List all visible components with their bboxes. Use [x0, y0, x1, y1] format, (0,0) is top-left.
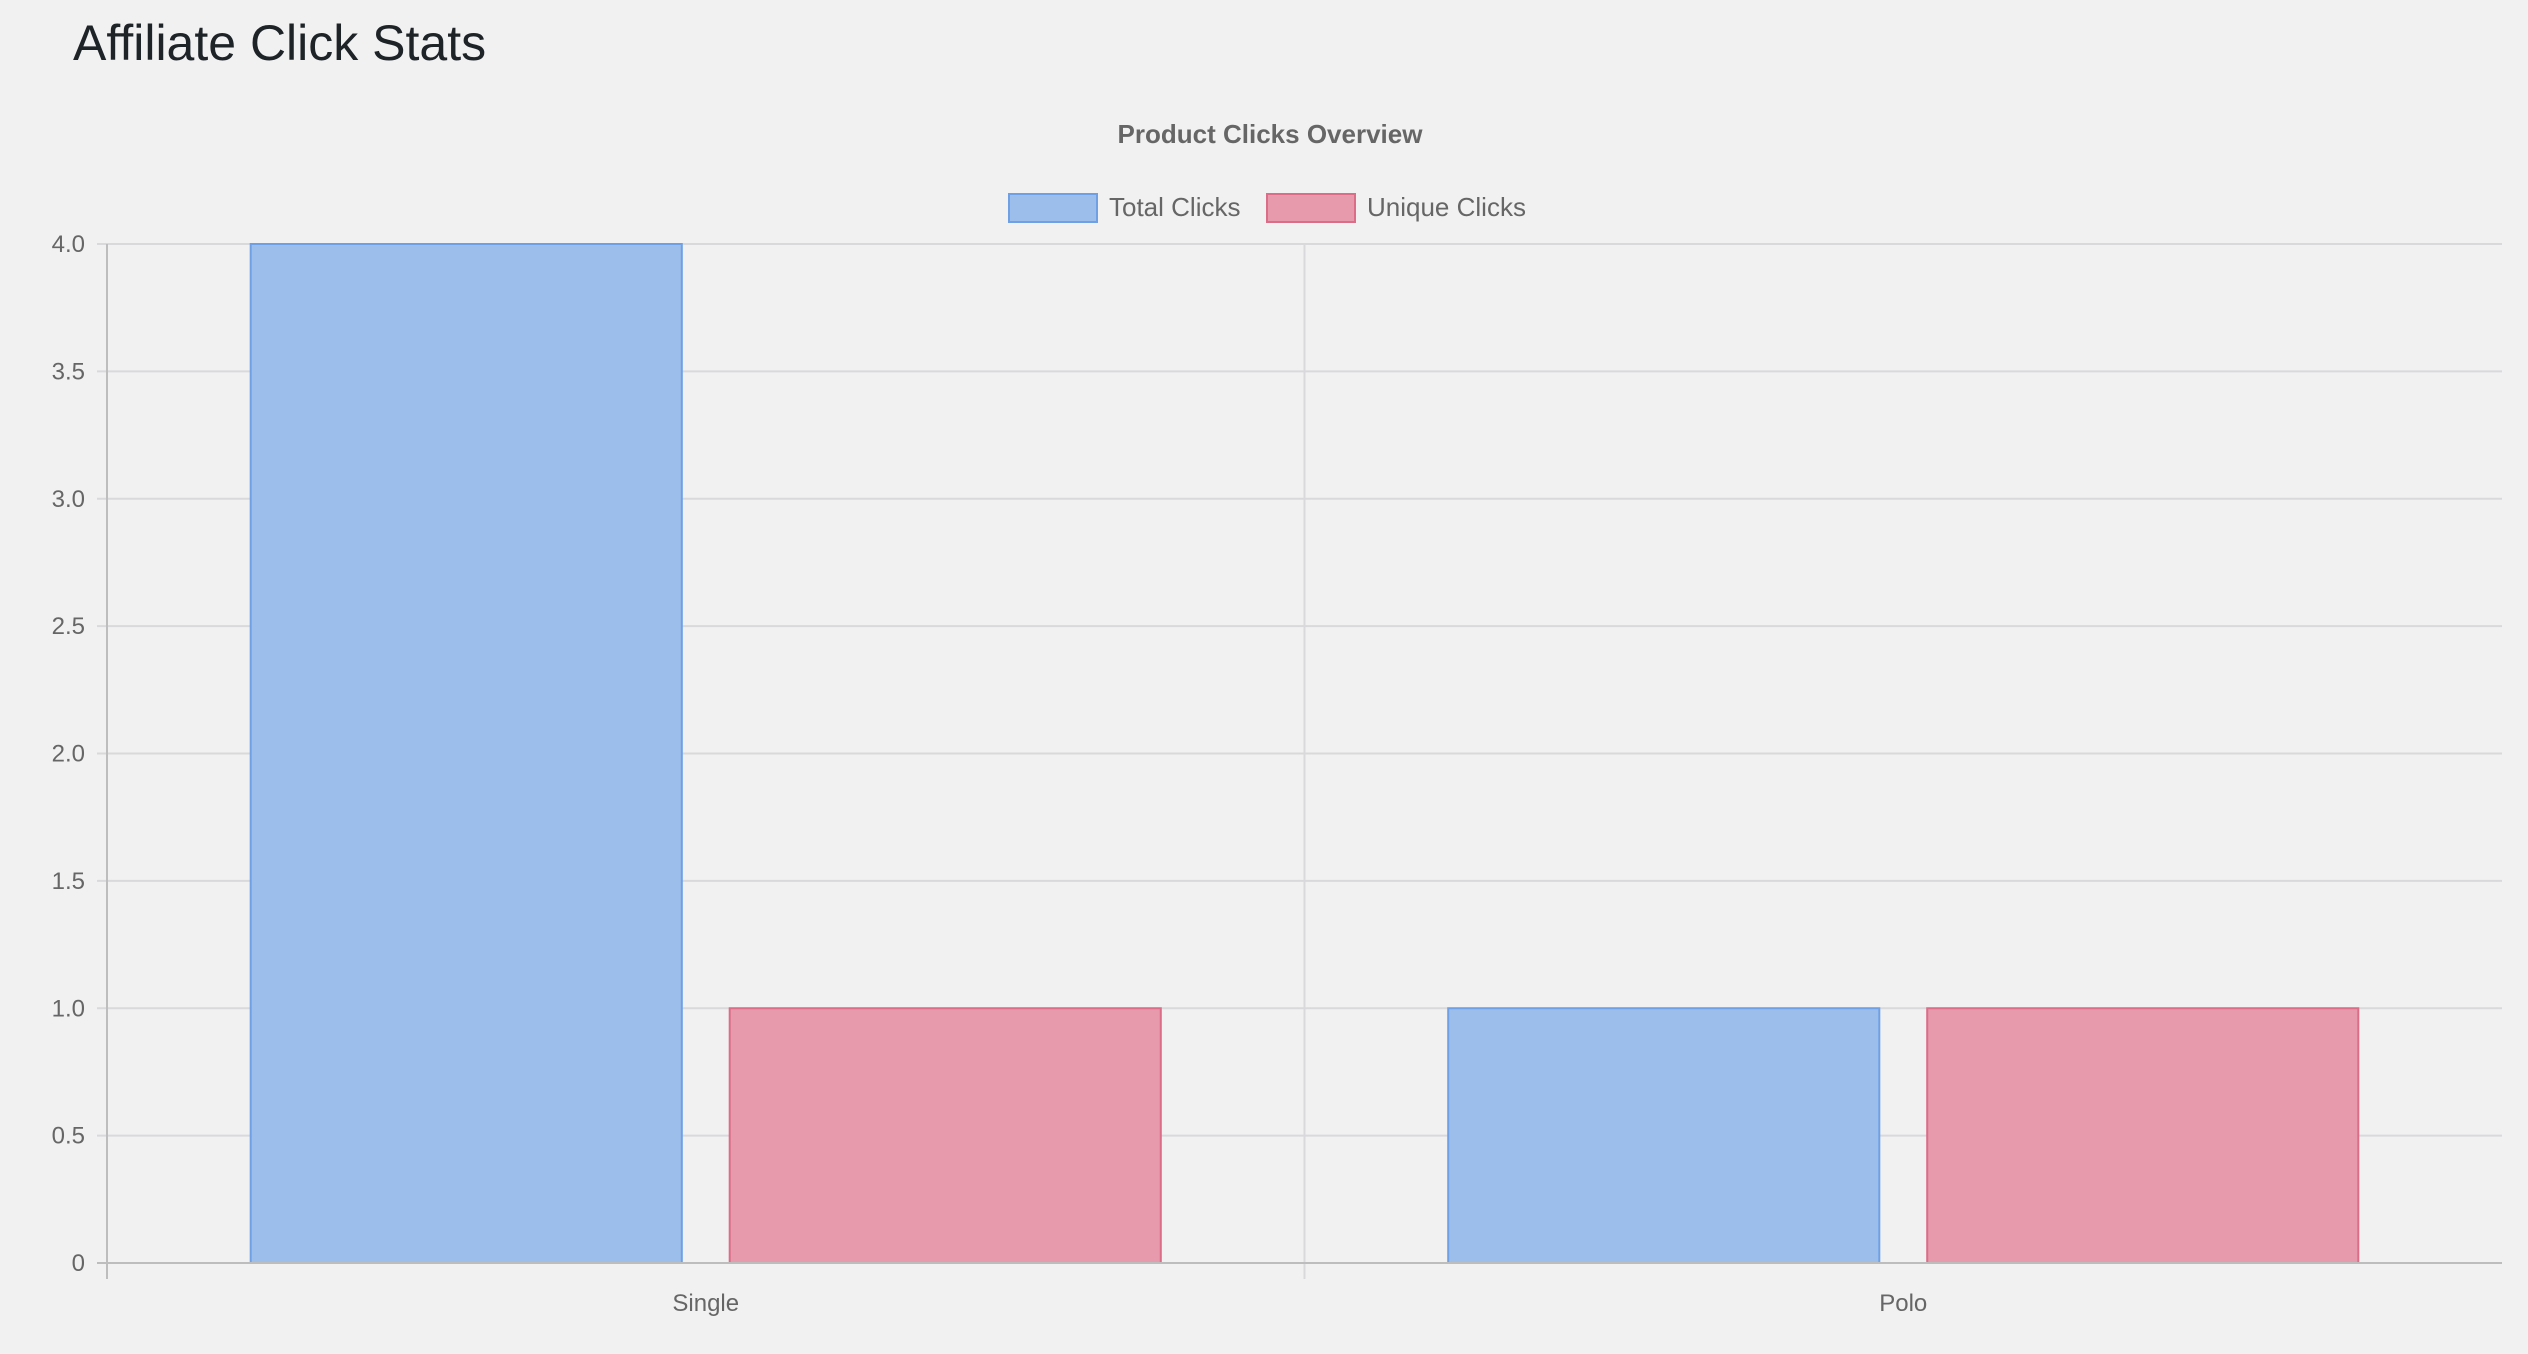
y-tick-label: 2.5 [52, 613, 85, 640]
legend-swatch-total-clicks [1008, 193, 1098, 223]
bar-single-unique-clicks[interactable] [728, 1007, 1162, 1264]
y-tick-label: 3.0 [52, 486, 85, 513]
chart-legend: Total Clicks Unique Clicks [1008, 192, 1526, 223]
legend-label-total-clicks: Total Clicks [1109, 192, 1240, 222]
y-axis-ticks: 0 0.5 1.0 1.5 2.0 2.5 3.0 3.5 4.0 [52, 231, 85, 1277]
legend-swatch-unique-clicks [1266, 193, 1356, 223]
chart-title: Product Clicks Overview [1118, 119, 1424, 149]
y-tick-label: 2.0 [52, 741, 85, 768]
y-tick-label: 1.5 [52, 868, 85, 895]
legend-item-total-clicks[interactable]: Total Clicks [1008, 192, 1240, 223]
y-tick-label: 0.5 [52, 1123, 85, 1150]
y-tick-label: 0 [72, 1250, 85, 1277]
y-tick-label: 3.5 [52, 358, 85, 385]
x-tick-label: Single [672, 1290, 739, 1317]
bar-single-total-clicks[interactable] [249, 243, 683, 1264]
y-tick-label: 1.0 [52, 995, 85, 1022]
page-title: Affiliate Click Stats [73, 15, 487, 71]
chart-axes [106, 244, 2502, 1279]
chart-bars [249, 243, 2360, 1264]
x-tick-label: Polo [1879, 1290, 1927, 1317]
x-axis-ticks: Single Polo [672, 1290, 1927, 1317]
bar-polo-total-clicks[interactable] [1447, 1007, 1881, 1264]
y-tick-label: 4.0 [52, 231, 85, 258]
legend-label-unique-clicks: Unique Clicks [1367, 192, 1526, 222]
bar-polo-unique-clicks[interactable] [1926, 1007, 2360, 1264]
legend-item-unique-clicks[interactable]: Unique Clicks [1266, 192, 1526, 223]
